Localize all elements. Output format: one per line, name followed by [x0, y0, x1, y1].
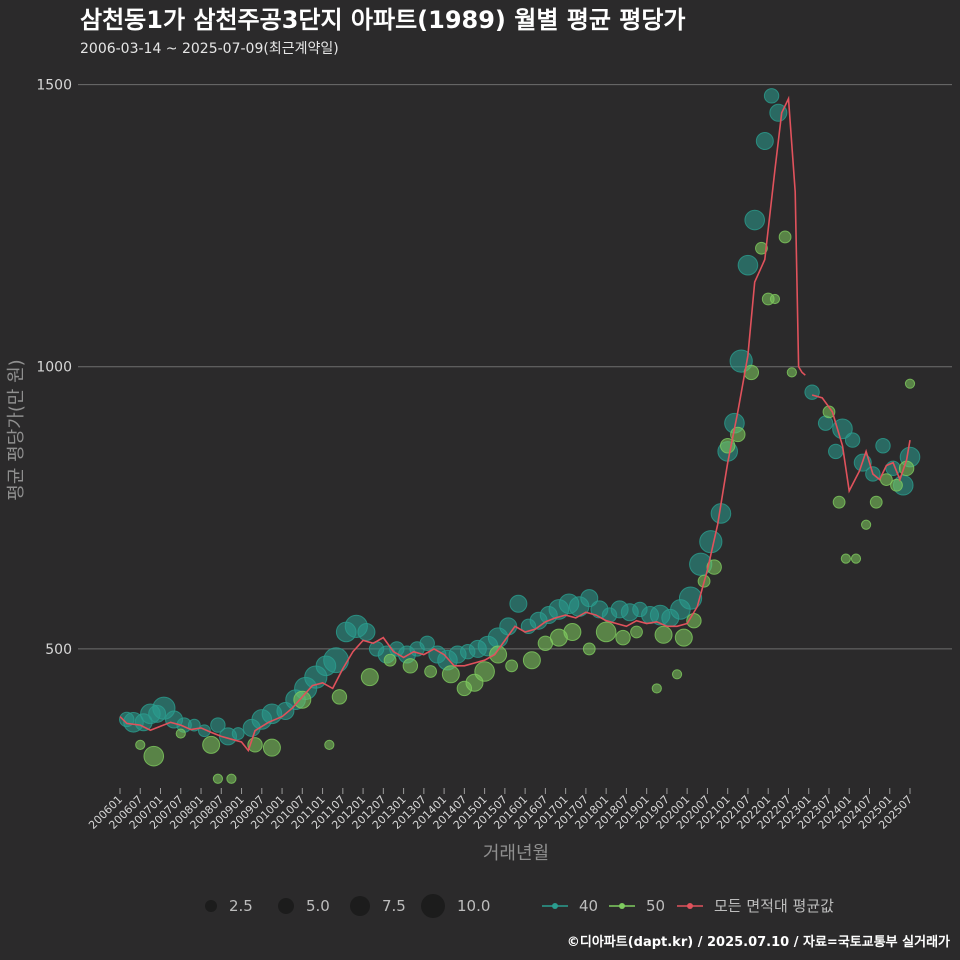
- point-50: [424, 665, 437, 678]
- point-40: [699, 530, 723, 554]
- point-50: [850, 553, 862, 564]
- source-caption: ©디아파트(dapt.kr) / 2025.07.10 / 자료=국토교통부 실…: [567, 934, 950, 950]
- average-line: [119, 95, 911, 753]
- point-50: [832, 495, 846, 509]
- point-40: [832, 418, 853, 440]
- point-50: [615, 629, 631, 646]
- point-50: [778, 230, 792, 244]
- point-40: [419, 635, 435, 651]
- point-50: [505, 659, 519, 673]
- point-40: [580, 589, 599, 608]
- point-50: [383, 653, 397, 667]
- point-50: [671, 669, 683, 680]
- point-50: [904, 378, 916, 389]
- point-50: [769, 293, 781, 305]
- point-50: [755, 241, 768, 255]
- scatter-points: [119, 88, 921, 784]
- point-50: [582, 642, 596, 656]
- point-50: [474, 661, 495, 682]
- point-50: [135, 739, 146, 750]
- point-50: [262, 738, 281, 757]
- point-50: [706, 559, 722, 575]
- point-50: [441, 665, 460, 684]
- legend-label-40: 40: [579, 897, 598, 915]
- point-40: [817, 415, 834, 431]
- point-50: [840, 553, 851, 564]
- point-40: [844, 432, 861, 448]
- point-50: [595, 621, 617, 643]
- x-axis-title: 거래년월: [483, 843, 549, 864]
- size-legend-key: [350, 896, 370, 916]
- point-40: [357, 622, 376, 641]
- point-50: [654, 625, 673, 644]
- point-50: [563, 622, 582, 641]
- size-legend-label: 5.0: [306, 897, 330, 915]
- x-axis-ticks: 2006012006072007012007072008012008072009…: [86, 788, 915, 832]
- point-40: [875, 438, 891, 454]
- point-50: [651, 683, 662, 694]
- point-40: [323, 647, 349, 674]
- point-40: [509, 594, 528, 613]
- point-50: [212, 773, 224, 784]
- average-line-layer: [119, 95, 911, 753]
- y-tick-label: 500: [45, 642, 72, 658]
- legend-label-50: 50: [646, 897, 665, 915]
- point-50: [869, 495, 883, 509]
- point-50: [226, 773, 237, 784]
- point-40: [755, 132, 774, 151]
- size-legend-label: 7.5: [382, 897, 406, 915]
- point-50: [630, 625, 643, 639]
- chart-subtitle: 2006-03-14 ~ 2025-07-09(최근계약일): [80, 41, 339, 57]
- point-50: [890, 478, 903, 492]
- point-40: [678, 586, 703, 610]
- point-40: [763, 88, 780, 104]
- legend-dot-40: [552, 903, 558, 909]
- point-50: [861, 519, 872, 530]
- grid: [78, 84, 952, 650]
- y-tick-label: 1000: [36, 360, 72, 376]
- point-50: [175, 728, 186, 739]
- point-50: [293, 690, 312, 709]
- point-40: [737, 254, 759, 276]
- point-50: [786, 367, 797, 378]
- point-40: [769, 103, 788, 122]
- point-40: [231, 727, 245, 740]
- size-legend-key: [421, 894, 445, 918]
- point-50: [489, 645, 508, 664]
- y-axis-title: 평균 평당가(만 원): [6, 359, 27, 500]
- legend-dot-50: [619, 903, 625, 909]
- legend-label-avg: 모든 면적대 평균값: [714, 897, 834, 915]
- size-legend-label: 10.0: [457, 897, 490, 915]
- point-40: [828, 443, 844, 460]
- y-axis-ticks: 500 1000 1500: [36, 78, 72, 658]
- point-40: [744, 209, 766, 231]
- point-50: [324, 739, 335, 750]
- y-tick-label: 1500: [36, 78, 72, 94]
- legend: 2.5 5.0 7.5 10.0 40 50 모든 면적대 평균값: [205, 894, 834, 918]
- chart-title: 삼천동1가 삼천주공3단지 아파트(1989) 월별 평균 평당가: [80, 6, 686, 34]
- point-40: [210, 717, 226, 733]
- point-50: [402, 658, 419, 674]
- legend-dot-avg: [687, 903, 693, 909]
- point-50: [522, 651, 541, 670]
- point-50: [331, 689, 348, 705]
- size-legend-key: [278, 898, 294, 914]
- point-50: [143, 745, 165, 767]
- size-legend-label: 2.5: [229, 897, 253, 915]
- point-50: [674, 628, 693, 647]
- size-legend-key: [205, 900, 217, 912]
- point-50: [360, 668, 379, 687]
- point-50: [202, 735, 221, 754]
